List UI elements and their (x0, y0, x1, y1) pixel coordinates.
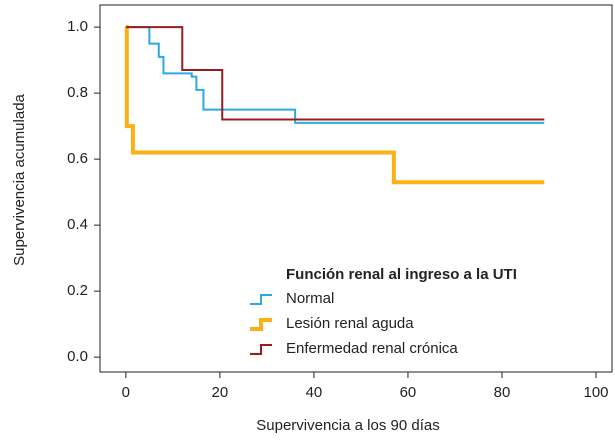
x-tick-label: 80 (494, 384, 511, 401)
legend-symbol (250, 294, 272, 305)
y-tick-label: 0.2 (67, 282, 88, 299)
y-axis-title: Supervivencia acumulada (11, 93, 28, 265)
legend-symbol (250, 344, 272, 355)
legend-title: Función renal al ingreso a la UTI (286, 266, 517, 283)
legend-label: Normal (286, 290, 334, 307)
x-tick-label: 40 (306, 384, 323, 401)
y-tick-label: 0.8 (67, 84, 88, 101)
y-tick-label: 0.0 (67, 348, 88, 365)
x-axis-title: Supervivencia a los 90 días (256, 417, 439, 434)
plot-frame (99, 4, 613, 373)
x-tick-label: 60 (400, 384, 417, 401)
y-tick-label: 0.4 (67, 216, 88, 233)
legend-symbol (250, 318, 272, 331)
x-tick-label: 20 (212, 384, 229, 401)
y-tick-label: 1.0 (67, 18, 88, 35)
survival-line (124, 25, 545, 185)
legend-label: Enfermedad renal crónica (286, 340, 458, 357)
x-tick-label: 100 (583, 384, 608, 401)
x-tick-label: 0 (122, 384, 130, 401)
survival-line (125, 26, 545, 124)
legend-label: Lesión renal aguda (286, 315, 414, 332)
survival-line (125, 26, 545, 121)
y-tick-label: 0.6 (67, 150, 88, 167)
